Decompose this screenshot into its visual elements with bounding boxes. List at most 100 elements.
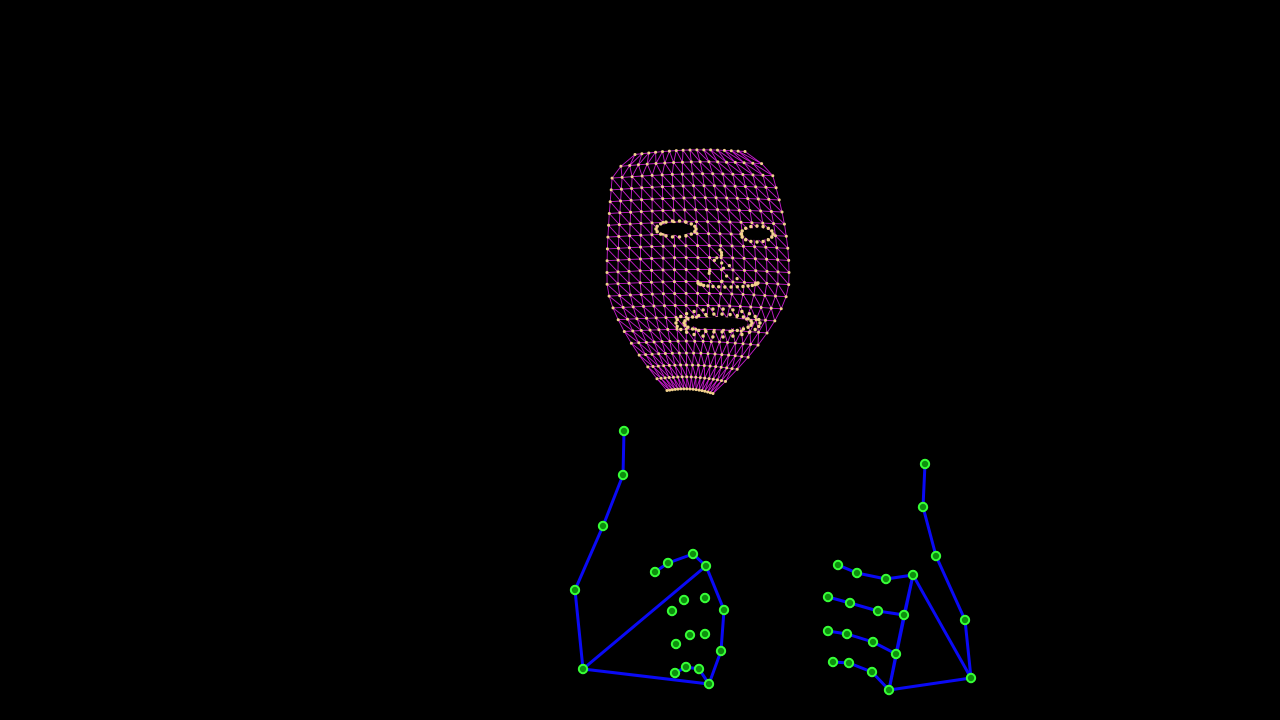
face-mesh-point <box>777 198 781 202</box>
nose-point <box>735 285 739 289</box>
mouth-point <box>686 317 690 321</box>
face-mesh-point <box>673 292 677 296</box>
mouth-point <box>712 330 716 334</box>
face-mesh-edge <box>664 353 670 366</box>
face-mesh-edge <box>653 341 660 354</box>
left-eye-point <box>659 222 663 226</box>
face-mesh-edge <box>637 153 643 165</box>
face-mesh-edge <box>631 342 646 355</box>
face-mesh-point <box>765 331 769 335</box>
face-mesh-edge <box>712 173 715 186</box>
left-eye-opening <box>658 223 694 235</box>
face-mesh-point <box>608 200 612 204</box>
face-mesh-edge <box>646 317 660 331</box>
face-mesh-point <box>663 304 666 308</box>
face-mesh-edge <box>632 330 647 343</box>
face-mesh-point <box>680 375 684 379</box>
face-mesh-point <box>720 379 723 383</box>
face-mesh-point <box>749 342 753 346</box>
hand-joint <box>832 559 844 571</box>
face-mesh-point <box>661 280 665 284</box>
face-mesh-edge <box>611 177 622 190</box>
face-mesh-edge <box>612 176 623 179</box>
face-mesh-point <box>761 221 765 225</box>
face-mesh-edge <box>608 213 620 225</box>
face-mesh-edge <box>700 353 705 366</box>
mouth-opening <box>688 317 748 329</box>
face-mesh-edge <box>672 186 674 199</box>
face-mesh-edge <box>736 356 749 370</box>
face-mesh-edge <box>693 185 706 199</box>
mouth-point <box>684 312 689 316</box>
face-mesh-edge <box>617 270 630 273</box>
face-mesh-edge <box>714 185 728 199</box>
face-mesh-edge <box>766 283 776 297</box>
face-mesh-point <box>616 318 620 322</box>
hand-bone <box>621 429 626 477</box>
face-mesh-edge <box>760 210 772 212</box>
left-eye-point <box>664 234 668 238</box>
face-mesh-edge <box>709 379 718 393</box>
face-mesh-point <box>650 221 654 225</box>
face-mesh-point <box>650 257 654 260</box>
face-mesh-edge <box>662 173 673 176</box>
face-mesh-edge <box>674 365 679 378</box>
face-mesh-edge <box>606 260 619 273</box>
face-mesh-point <box>650 209 654 213</box>
face-mesh-point <box>668 388 672 392</box>
face-mesh-edge <box>612 306 624 309</box>
face-mesh-point <box>696 291 700 295</box>
face-mesh-edge <box>696 305 698 318</box>
face-mesh-edge <box>651 175 663 188</box>
face-mesh-edge <box>757 198 762 212</box>
right-eye-point <box>749 224 753 229</box>
face-mesh-point <box>672 208 676 212</box>
face-mesh-edge <box>736 318 747 320</box>
face-mesh-edge <box>674 293 687 306</box>
face-mesh-point <box>631 305 635 309</box>
hand-joint <box>703 678 715 690</box>
face-mesh-point <box>708 391 712 395</box>
face-mesh-edge <box>681 174 684 187</box>
face-mesh-point <box>733 184 737 188</box>
face-mesh-point <box>703 376 707 380</box>
face-mesh-edge <box>661 341 673 354</box>
face-mesh-point <box>616 246 620 250</box>
face-mesh-point <box>711 172 715 176</box>
hand-bone <box>911 573 973 680</box>
face-mesh-point <box>723 184 727 188</box>
face-mesh-point <box>639 245 643 249</box>
face-mesh-edge <box>607 236 619 249</box>
face-mesh-edge <box>606 237 609 249</box>
face-mesh-edge <box>744 151 762 164</box>
face-mesh-edge <box>682 185 685 199</box>
face-mesh-edge <box>724 150 745 164</box>
face-mesh-edge <box>771 211 785 225</box>
face-mesh-point <box>707 160 711 164</box>
face-mesh-edge <box>744 281 756 284</box>
face-mesh-point <box>684 280 688 283</box>
face-mesh-edge <box>773 223 787 237</box>
face-mesh-edge <box>710 149 719 163</box>
face-mesh-edge <box>649 329 655 343</box>
face-mesh-edge <box>734 186 738 199</box>
face-mesh-point <box>639 233 643 237</box>
face-mesh-point <box>714 365 718 369</box>
face-mesh-point <box>684 244 688 248</box>
face-mesh-edge <box>645 342 653 355</box>
right-eye-point <box>761 224 765 229</box>
face-mesh-point <box>682 196 686 200</box>
face-mesh-edge <box>619 200 622 213</box>
face-mesh-edge <box>749 210 753 223</box>
face-mesh-point <box>731 256 735 260</box>
face-mesh-point <box>606 235 610 239</box>
face-mesh-edge <box>707 341 712 354</box>
face-mesh-point <box>618 294 622 298</box>
face-mesh-edge <box>704 378 714 392</box>
face-mesh-point <box>639 329 643 332</box>
face-mesh-edge <box>707 305 718 318</box>
face-mesh-edge <box>749 319 757 332</box>
face-mesh-edge <box>766 320 776 334</box>
face-mesh-edge <box>645 354 654 367</box>
left-eye-point <box>654 227 658 231</box>
